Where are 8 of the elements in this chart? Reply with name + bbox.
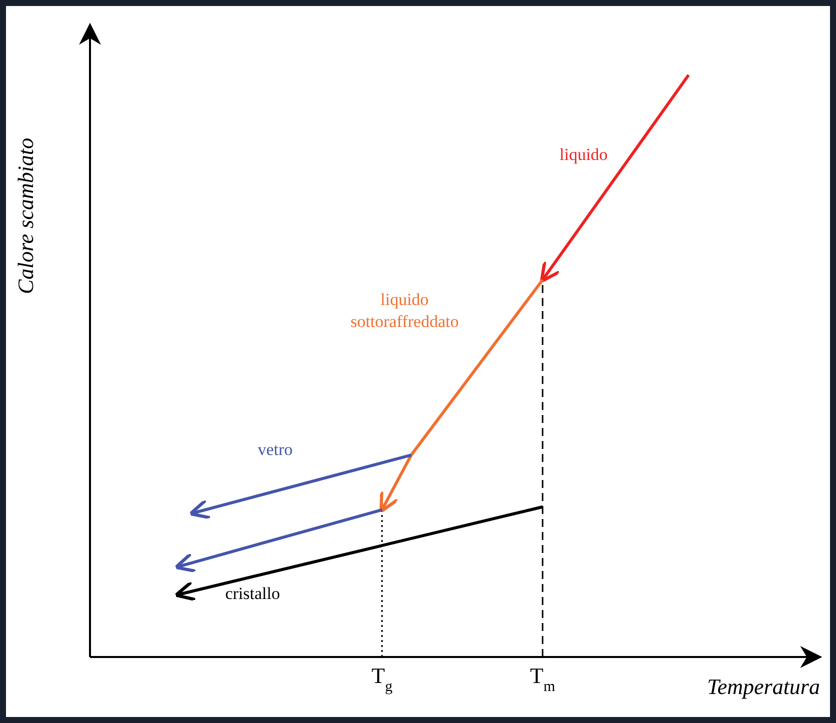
series-label: vetro [258, 440, 293, 460]
text: liquido sottoraffreddato [350, 290, 459, 331]
series-label: liquido [560, 145, 608, 164]
x-axis-title: Temperatura [707, 674, 820, 700]
series-label: cristallo [225, 584, 280, 603]
x-tick-label: T$_{m}$ [530, 663, 556, 695]
y-axis-title: Calore scambiato [13, 138, 39, 294]
x-tick-label: T$_{g}$ [372, 663, 393, 695]
